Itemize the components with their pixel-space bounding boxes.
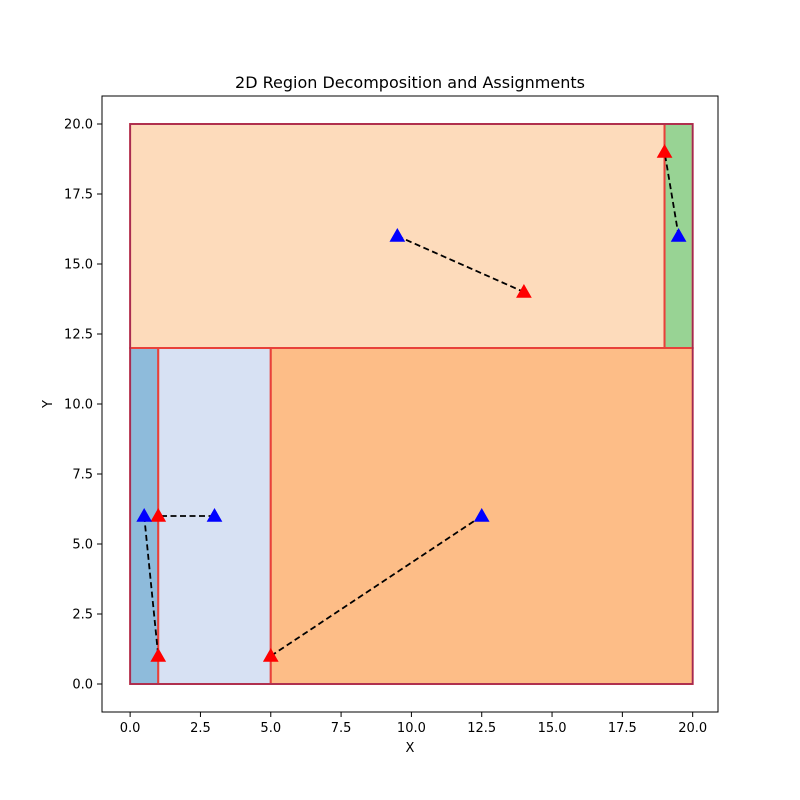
y-tick-label: 12.5 bbox=[64, 328, 93, 343]
chart-title: 2D Region Decomposition and Assignments bbox=[235, 73, 585, 92]
x-tick-label: 10.0 bbox=[397, 721, 426, 736]
assignment-line-3 bbox=[143, 515, 160, 657]
blue-point-2 bbox=[670, 227, 687, 242]
y-tick-label: 17.5 bbox=[64, 188, 93, 203]
plot-area: 0.0 2.5 5.0 7.5 10.0 12.5 15.0 17.5 20.0 0.0 2.5 5.… bbox=[64, 95, 719, 736]
y-tick-label: 7.5 bbox=[72, 468, 93, 483]
x-tick-label: 0.0 bbox=[120, 721, 141, 736]
assignment-line-5 bbox=[270, 515, 483, 657]
blue-point-3 bbox=[136, 507, 153, 522]
y-tick-label: 15.0 bbox=[64, 258, 93, 273]
red-point-5 bbox=[262, 647, 279, 662]
assignment-line-1 bbox=[396, 235, 525, 293]
blue-point-1 bbox=[389, 227, 406, 242]
y-tick-label: 10.0 bbox=[64, 398, 93, 413]
x-tick-label: 20.0 bbox=[678, 721, 707, 736]
y-tick-label: 2.5 bbox=[72, 608, 93, 623]
y-tick-label: 5.0 bbox=[72, 538, 93, 553]
x-tick-label: 12.5 bbox=[467, 721, 496, 736]
blue-point-4 bbox=[206, 507, 223, 522]
assignment-line-2 bbox=[663, 151, 680, 237]
y-axis-label: Y bbox=[41, 400, 56, 409]
red-point-4 bbox=[150, 507, 167, 522]
x-tick-label: 17.5 bbox=[608, 721, 637, 736]
y-tick-label: 20.0 bbox=[64, 118, 93, 133]
outer-boundary bbox=[129, 123, 694, 685]
x-tick-label: 15.0 bbox=[538, 721, 567, 736]
x-axis-label: X bbox=[406, 741, 415, 756]
red-point-1 bbox=[516, 283, 532, 298]
red-point-2 bbox=[656, 143, 673, 158]
x-tick-label: 7.5 bbox=[331, 721, 352, 736]
y-tick-label: 0.0 bbox=[72, 678, 93, 693]
x-tick-label: 5.0 bbox=[260, 721, 281, 736]
blue-point-5 bbox=[473, 507, 490, 522]
x-tick-label: 2.5 bbox=[190, 721, 211, 736]
red-point-3 bbox=[150, 647, 167, 662]
